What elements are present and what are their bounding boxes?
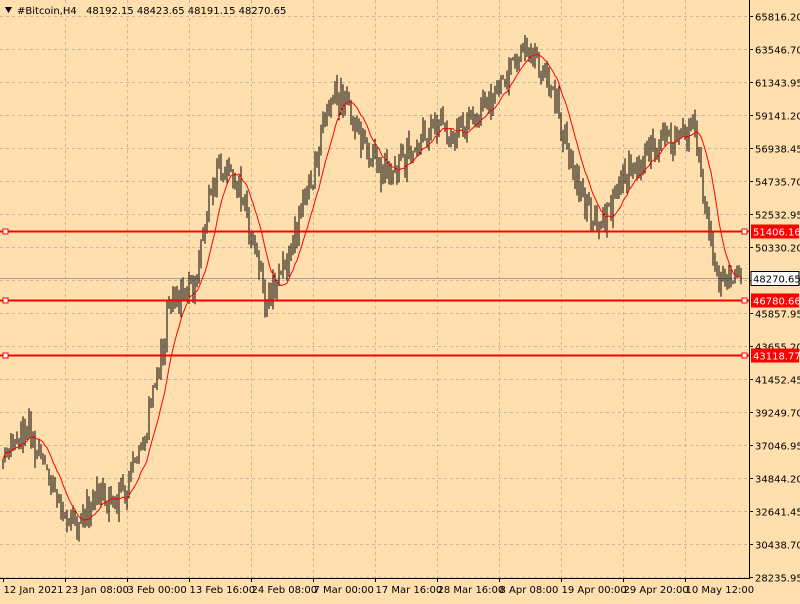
level-price-tag: [751, 224, 799, 239]
ohlc-values: 48192.15 48423.65 48191.15 48270.65: [86, 6, 286, 17]
x-tick-label: 7 Mar 00:00: [314, 585, 374, 596]
price-bars: [2, 35, 742, 542]
y-tick-label: 37046.95: [755, 442, 800, 453]
level-handle-left[interactable]: [2, 228, 9, 235]
level-price-tag: [751, 348, 799, 363]
x-tick-label: 17 Mar 16:00: [376, 585, 443, 596]
y-tick-label: 39249.70: [755, 409, 800, 420]
x-tick-label: 28 Mar 16:00: [438, 585, 505, 596]
current-price-tag: [750, 271, 800, 286]
level-handle-left[interactable]: [2, 297, 9, 304]
y-tick-label: 28235.95: [755, 574, 800, 585]
moving-average: [2, 53, 742, 522]
y-tick-label: 43655.20: [755, 343, 800, 354]
y-tick-label: 32641.45: [755, 508, 800, 519]
level-price-tag: [751, 293, 799, 308]
level-handle-right[interactable]: [741, 352, 748, 359]
x-tick-label: 19 Apr 00:00: [562, 585, 627, 596]
y-tick-label: 63546.70: [755, 46, 800, 57]
price-axis[interactable]: 65816.20 63546.70 61343.95 59141.20 56938.45…: [749, 13, 800, 585]
level-price-label: 43118.77: [753, 352, 800, 363]
y-tick-label: 65816.20: [755, 13, 800, 24]
y-tick-label: 45857.95: [755, 310, 800, 321]
symbol-label: #Bitcoin,H4: [17, 6, 77, 17]
current-price-label: 48270.65: [753, 275, 800, 286]
time-axis[interactable]: 12 Jan 2021 23 Jan 08:003 Feb 00:00 13 Feb…: [3, 578, 755, 596]
horizontal-levels[interactable]: [0, 228, 749, 359]
level-price-label: 51406.16: [753, 228, 800, 239]
x-tick-label: 3 Feb 00:00: [128, 585, 187, 596]
y-tick-label: 50330.20: [755, 244, 800, 255]
y-tick-label: 54735.70: [755, 178, 800, 189]
x-tick-label: 24 Feb 08:00: [252, 585, 318, 596]
chart-header: #Bitcoin,H4 48192.15 48423.65 48191.15 4…: [5, 6, 286, 17]
y-tick-label: 30438.70: [755, 541, 800, 552]
level-handle-right[interactable]: [741, 228, 748, 235]
x-tick-label: 23 Jan 08:00: [66, 585, 129, 596]
y-tick-label: 59141.20: [755, 112, 800, 123]
level-price-label: 46780.66: [753, 297, 800, 308]
x-tick-label: 12 Jan 2021: [4, 585, 64, 596]
moving-average-line: [2, 53, 742, 522]
y-tick-label: 52532.95: [755, 211, 800, 222]
y-tick-label: 61343.95: [755, 79, 800, 90]
symbol-arrow-icon: [5, 7, 12, 13]
y-tick-label: 56938.45: [755, 145, 800, 156]
x-tick-label: 29 Apr 20:00: [624, 585, 689, 596]
y-tick-label: 41452.45: [755, 376, 800, 387]
level-handle-right[interactable]: [741, 297, 748, 304]
level-handle-left[interactable]: [2, 352, 9, 359]
x-tick-label: 8 Apr 08:00: [500, 585, 559, 596]
y-tick-label: 34844.20: [755, 475, 800, 486]
x-tick-label: 10 May 12:00: [686, 585, 755, 596]
x-tick-label: 13 Feb 16:00: [190, 585, 256, 596]
